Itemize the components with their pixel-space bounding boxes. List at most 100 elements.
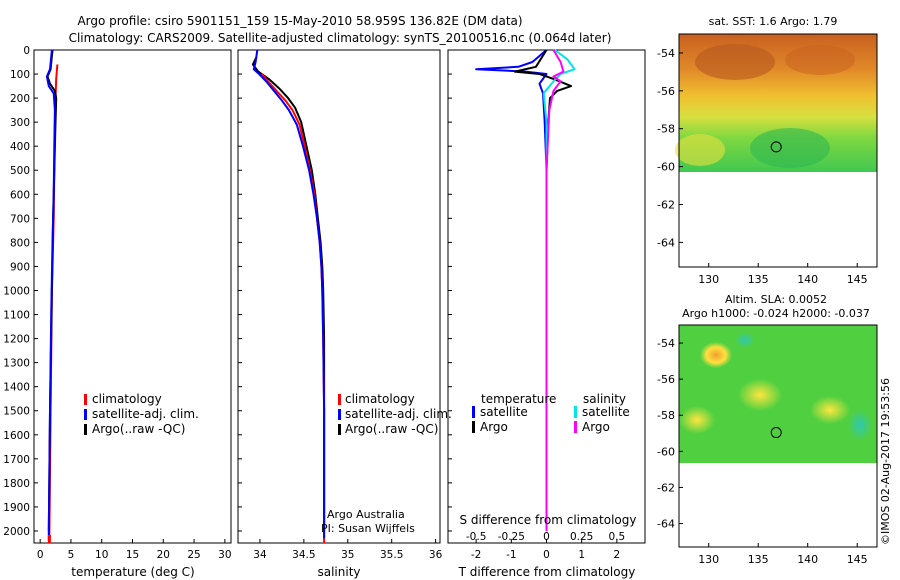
series-line-argo-raw-qc <box>251 56 326 531</box>
y-tick-label: 700 <box>10 213 30 225</box>
x-tick-label: 34.5 <box>292 549 315 561</box>
legend-label-t-satellite: satellite <box>480 405 528 419</box>
x-tick-label: 1 <box>578 549 585 561</box>
map-y-tick-label: -54 <box>657 47 675 60</box>
map-x-tick-label: 140 <box>797 273 818 286</box>
legend-label-argo: Argo(..raw -QC) <box>345 422 438 436</box>
x-tick-label: 0 <box>543 531 550 543</box>
y-tick-label: 1100 <box>3 310 30 322</box>
legend-swatch-satellite <box>338 409 341 420</box>
salinity-plot-frame <box>237 49 441 544</box>
difference-y-ticks <box>448 49 452 532</box>
depth-axis: 0 100 200 300 400 500 600 700 800 900 1000 1100 1200… <box>3 45 38 538</box>
legend-header-temperature: temperature <box>481 392 556 406</box>
series-line-t-satellite <box>475 49 548 531</box>
y-tick-label: 1200 <box>3 334 30 346</box>
legend-label-s-satellite: satellite <box>582 405 630 419</box>
x-tick-label: 0.25 <box>570 531 593 543</box>
x-tick-label: 15 <box>126 549 139 561</box>
y-tick-label: 500 <box>10 165 30 177</box>
sla-high-patch <box>810 396 850 424</box>
profile-location-marker <box>770 427 782 439</box>
x-tick-label: -0.25 <box>498 531 525 543</box>
difference-x-axis: -2 -1 0 1 2 <box>471 539 620 561</box>
sla-map-subtitle: Argo h1000: -0.024 h2000: -0.037 <box>682 307 870 320</box>
map-x-tick-label: 130 <box>698 273 719 286</box>
sla-low-patch <box>735 332 755 348</box>
x-tick-label: 30 <box>218 549 231 561</box>
y-tick-label: 1300 <box>3 358 30 370</box>
s-difference-label: S difference from climatology <box>460 513 637 527</box>
pi-note: PI: Susan Wijffels <box>321 522 415 535</box>
y-tick-label: 1400 <box>3 382 30 394</box>
salinity-panel: 34 34.5 35 35.5 36 salinity climatology sate… <box>237 49 452 579</box>
y-tick-label: 0 <box>23 45 30 57</box>
legend-label-argo: Argo(..raw -QC) <box>92 422 185 436</box>
x-tick-label: 25 <box>187 549 200 561</box>
map-x-tick-label: 145 <box>847 273 868 286</box>
difference-panel: -2 -1 0 1 2 -0.5 -0.25 0 0.25 0.5 S difference f… <box>447 49 646 579</box>
sla-map-axes: -54 -56 -58 -60 -62 -64 130 135 140 145 <box>657 337 868 566</box>
temperature-x-label: temperature (deg C) <box>71 565 194 579</box>
sla-high-patch <box>679 406 715 434</box>
y-tick-label: 900 <box>10 261 30 273</box>
temperature-legend: climatology satellite-adj. clim. Argo(..… <box>84 392 199 436</box>
sla-low-patch <box>848 409 872 441</box>
y-tick-label: 1000 <box>3 285 30 297</box>
map-y-tick-label: -64 <box>657 518 675 531</box>
legend-label-s-argo: Argo <box>582 420 610 434</box>
x-tick-label: 35 <box>341 549 354 561</box>
x-tick-label: 10 <box>95 549 108 561</box>
y-tick-label: 1600 <box>3 430 30 442</box>
y-tick-label: 800 <box>10 237 30 249</box>
x-tick-label: 0 <box>543 549 550 561</box>
series-line-t-argo <box>513 49 573 531</box>
y-tick-label: 200 <box>10 93 30 105</box>
y-tick-label: 400 <box>10 141 30 153</box>
temperature-plot-frame <box>33 49 232 544</box>
salinity-x-axis: 34 34.5 35 35.5 36 <box>253 539 443 561</box>
legend-swatch-t-satellite <box>472 406 475 418</box>
salinity-profile-lines <box>251 49 326 543</box>
x-tick-label: 20 <box>157 549 170 561</box>
legend-label-climatology: climatology <box>92 392 162 406</box>
legend-swatch-t-argo <box>472 421 475 433</box>
legend-label-climatology: climatology <box>345 392 415 406</box>
legend-label-t-argo: Argo <box>480 420 508 434</box>
y-tick-label: 1500 <box>3 406 30 418</box>
legend-label-satellite: satellite-adj. clim. <box>345 407 452 421</box>
title-line-1: Argo profile: csiro 5901151_159 15-May-2… <box>77 14 522 28</box>
legend-header-salinity: salinity <box>583 392 626 406</box>
salinity-y-ticks <box>238 49 242 532</box>
y-tick-label: 1800 <box>3 478 30 490</box>
legend-swatch-climatology <box>84 394 87 405</box>
map-y-tick-label: -54 <box>657 337 675 350</box>
map-y-tick-label: -62 <box>657 481 675 494</box>
sst-warm-patch <box>785 45 855 75</box>
sst-cool-patch <box>750 128 830 168</box>
x-tick-label: 2 <box>614 549 621 561</box>
series-line-satellite-adj-clim <box>252 49 326 539</box>
sst-map-title: sat. SST: 1.6 Argo: 1.79 <box>709 15 838 28</box>
map-y-tick-label: -60 <box>657 445 675 458</box>
sla-map-panel: Altim. SLA: 0.0052 Argo h1000: -0.024 h2… <box>657 293 878 566</box>
difference-legend: temperature salinity satellite Argo sate… <box>472 392 630 434</box>
legend-swatch-s-satellite <box>574 406 577 418</box>
legend-swatch-argo <box>338 424 341 435</box>
map-y-tick-label: -60 <box>657 161 675 174</box>
map-y-tick-label: -58 <box>657 123 675 136</box>
map-y-tick-label: -56 <box>657 373 675 386</box>
series-line-s-argo <box>545 49 565 531</box>
argo-australia-note: Argo Australia <box>327 508 405 521</box>
x-tick-label: 35.5 <box>380 549 403 561</box>
map-x-tick-label: 135 <box>748 273 769 286</box>
y-tick-label: 600 <box>10 189 30 201</box>
x-tick-label: -1 <box>506 549 516 561</box>
difference-s-axis: -0.5 -0.25 0 0.25 0.5 <box>466 531 625 543</box>
x-tick-label: 34 <box>253 549 267 561</box>
x-tick-label: 0 <box>37 549 44 561</box>
legend-swatch-argo <box>84 424 87 435</box>
temperature-profile-lines <box>45 49 59 543</box>
map-y-tick-label: -58 <box>657 409 675 422</box>
